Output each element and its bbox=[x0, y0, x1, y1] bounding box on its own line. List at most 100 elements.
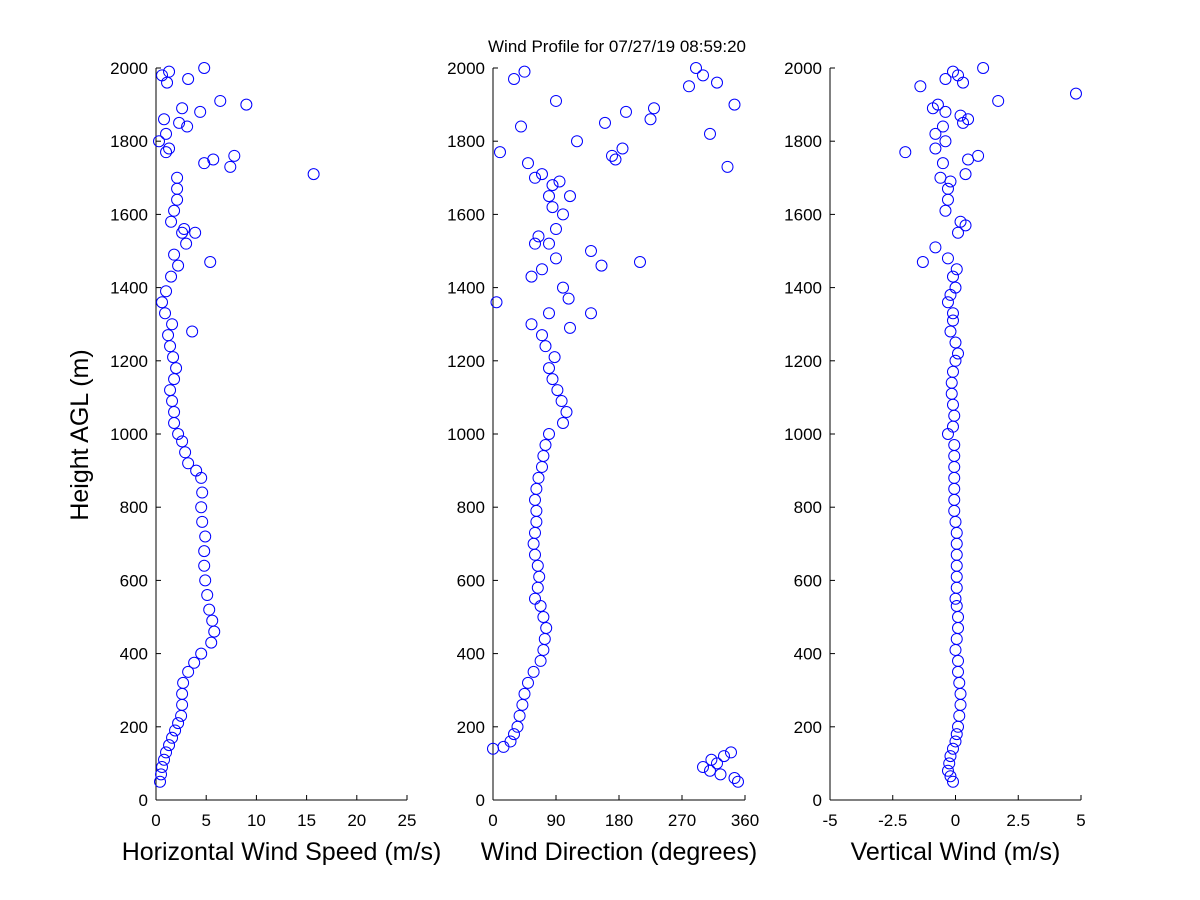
direction-data-point bbox=[725, 746, 737, 759]
speed-y-tick-label: 1600 bbox=[110, 205, 148, 224]
direction-data-point bbox=[504, 735, 517, 748]
direction-data-point bbox=[634, 255, 646, 268]
vertical-wind-data-point bbox=[957, 76, 970, 89]
direction-data-point bbox=[560, 406, 573, 419]
speed-data-point bbox=[156, 296, 169, 309]
direction-y-tick-label: 200 bbox=[457, 718, 485, 737]
vertical-wind-data-point bbox=[962, 113, 975, 126]
direction-data-point bbox=[525, 270, 538, 283]
direction-y-tick-label: 1600 bbox=[447, 205, 485, 224]
direction-data-point bbox=[539, 340, 552, 353]
direction-data-point bbox=[543, 362, 555, 375]
speed-y-tick-label: 1200 bbox=[110, 352, 148, 371]
vertical-wind-y-tick-label: 1800 bbox=[784, 132, 822, 151]
speed-data-point bbox=[199, 574, 212, 587]
vertical-wind-data-point bbox=[931, 98, 944, 111]
direction-data-point bbox=[620, 105, 632, 118]
vertical-wind-data-point bbox=[949, 735, 962, 748]
vertical-wind-data-point bbox=[948, 438, 961, 451]
speed-data-point bbox=[177, 676, 190, 689]
direction-data-point bbox=[704, 127, 716, 140]
direction-data-point bbox=[527, 665, 540, 678]
direction-data-point bbox=[536, 329, 548, 342]
direction-data-point bbox=[690, 62, 702, 74]
speed-data-point bbox=[196, 486, 209, 499]
direction-data-point bbox=[543, 428, 555, 440]
speed-data-point bbox=[171, 171, 184, 184]
vertical-wind-panel: 0 200 400 600 800 1000 1200 1400 1600 1800 2000 -5 -… bbox=[784, 59, 1086, 866]
speed-data-point bbox=[182, 457, 195, 470]
direction-x-axis-label: Wind Direction (degrees) bbox=[481, 838, 758, 866]
speed-x-tick-label: 5 bbox=[201, 811, 210, 830]
vertical-wind-data-point bbox=[946, 314, 959, 327]
direction-data-point bbox=[555, 395, 568, 408]
vertical-wind-data-point bbox=[899, 146, 912, 159]
vertical-wind-data-point bbox=[939, 72, 952, 85]
vertical-wind-data-point bbox=[941, 296, 954, 309]
vertical-wind-x-tick-label: 0 bbox=[951, 811, 960, 830]
direction-data-point bbox=[529, 171, 541, 184]
speed-data-point bbox=[163, 65, 176, 78]
direction-data-point bbox=[546, 179, 559, 192]
vertical-wind-data-point bbox=[977, 62, 990, 74]
speed-data-point bbox=[163, 739, 176, 752]
direction-data-point bbox=[551, 384, 564, 397]
vertical-wind-data-point bbox=[936, 120, 949, 133]
vertical-wind-y-tick-label: 1000 bbox=[784, 425, 822, 444]
speed-panel: 0 200 400 600 800 1000 1200 1400 1600 1800 2000 0 5 1… bbox=[110, 59, 441, 866]
speed-data-point bbox=[195, 501, 208, 514]
speed-data-point bbox=[173, 116, 186, 129]
vertical-wind-data-point bbox=[929, 241, 942, 254]
vertical-wind-data-point bbox=[941, 182, 954, 195]
direction-data-point bbox=[531, 559, 544, 572]
vertical-wind-data-point bbox=[943, 757, 956, 770]
speed-data-point bbox=[240, 98, 253, 111]
direction-data-point bbox=[704, 764, 716, 777]
speed-data-point bbox=[160, 146, 173, 159]
direction-data-point bbox=[697, 69, 709, 82]
speed-data-point bbox=[179, 446, 192, 459]
speed-data-point bbox=[194, 105, 207, 118]
speed-data-point bbox=[207, 153, 220, 166]
vertical-wind-data-point bbox=[950, 728, 963, 741]
direction-y-tick-label: 600 bbox=[457, 571, 485, 590]
vertical-wind-data-point bbox=[941, 252, 954, 265]
vertical-wind-data-point bbox=[952, 347, 965, 360]
direction-data-point bbox=[522, 157, 534, 170]
vertical-wind-y-tick-label: 800 bbox=[794, 498, 822, 517]
speed-y-tick-label: 1000 bbox=[110, 425, 148, 444]
direction-data-point bbox=[718, 750, 730, 763]
vertical-wind-y-tick-label: 400 bbox=[794, 645, 822, 664]
direction-y-tick-label: 800 bbox=[457, 498, 485, 517]
speed-data-point bbox=[181, 120, 194, 133]
speed-data-point bbox=[224, 160, 237, 173]
speed-data-point bbox=[195, 647, 208, 660]
speed-data-point bbox=[188, 656, 201, 669]
direction-data-point bbox=[490, 296, 503, 309]
direction-panel: 0 200 400 600 800 1000 1200 1400 1600 1800 2000 0 90… bbox=[447, 59, 759, 866]
direction-data-point bbox=[721, 160, 734, 173]
vertical-wind-data-point bbox=[962, 153, 975, 166]
speed-data-point bbox=[162, 329, 175, 342]
direction-y-tick-label: 1400 bbox=[447, 279, 485, 298]
direction-y-tick-label: 1000 bbox=[447, 425, 485, 444]
direction-data-point bbox=[525, 318, 538, 331]
direction-data-point bbox=[571, 135, 583, 148]
y-axis-label: Height AGL (m) bbox=[66, 349, 94, 520]
vertical-wind-data-point bbox=[959, 219, 972, 232]
direction-y-tick-label: 2000 bbox=[447, 59, 485, 78]
direction-data-point bbox=[606, 149, 618, 162]
direction-data-point bbox=[711, 757, 723, 770]
speed-data-point bbox=[165, 215, 178, 228]
direction-x-tick-label: 360 bbox=[731, 811, 759, 830]
direction-x-tick-label: 180 bbox=[605, 811, 633, 830]
speed-data-point bbox=[158, 753, 171, 766]
direction-data-point bbox=[540, 621, 553, 634]
vertical-wind-x-tick-label: -2.5 bbox=[878, 811, 907, 830]
speed-y-tick-label: 400 bbox=[120, 645, 148, 664]
speed-data-point bbox=[189, 226, 202, 239]
speed-data-point bbox=[172, 428, 185, 440]
speed-data-point bbox=[164, 384, 177, 397]
direction-data-point bbox=[550, 94, 562, 107]
